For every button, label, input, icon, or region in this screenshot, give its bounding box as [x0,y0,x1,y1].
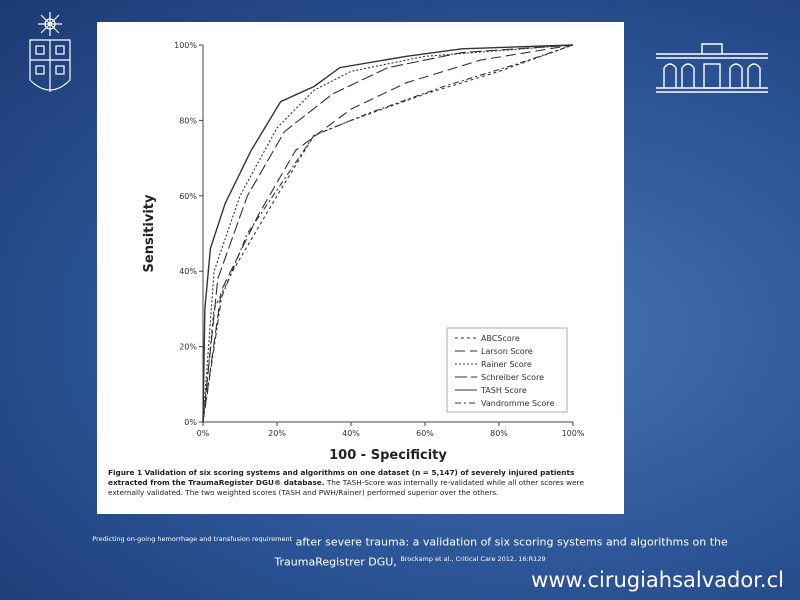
legend-label: Vandromme Score [481,399,554,408]
hospital-logo [656,43,768,93]
x-tick-label: 60% [416,429,434,438]
caption-bold: Figure 1 Validation of six scoring syste… [108,468,575,487]
y-axis-label: Sensitivity [142,194,157,272]
legend-label: Rainer Score [481,360,532,369]
citation-small: Brockamp et al., Critical Care 2012, 16:… [400,554,546,563]
caption-text: The TASH-Score was internally re-validat… [108,478,584,497]
y-tick-label: 40% [179,267,197,276]
legend-label: TASH Score [480,386,527,395]
y-tick-label: 80% [179,116,197,125]
university-logo [29,12,71,92]
figure-caption: Figure 1 Validation of six scoring syste… [108,468,613,498]
series-line [202,44,574,423]
x-tick-label: 0% [197,429,210,438]
citation-main: after severe trauma: a validation of six… [274,535,728,569]
x-tick-label: 40% [342,429,360,438]
series-line [202,44,574,423]
y-tick-label: 20% [179,343,197,352]
chart: 0% 20% 40% 60% 80% 100% 0% 20% 40% 60% 80% 100% 100 … [142,41,585,463]
series-line [202,44,574,423]
y-tick-label: 100% [174,41,197,50]
x-tick-label: 80% [490,429,508,438]
x-tick-label: 100% [562,429,585,438]
figure-panel: 0% 20% 40% 60% 80% 100% 0% 20% 40% 60% 80% 100% 100 … [97,22,624,514]
legend-label: ABCScore [481,334,520,343]
website: www.cirugiahsalvador.cl [531,568,784,592]
legend-box [446,327,568,413]
legend-label: Larson Score [481,347,533,356]
legend-label: Schreiber Score [481,373,544,382]
citation: Predicting on-going hemorrhage and trans… [60,531,760,570]
x-tick-label: 20% [268,429,286,438]
series-line [202,44,574,423]
citation-small: Predicting on-going hemorrhage and trans… [92,535,293,543]
x-axis-label: 100 - Specificity [329,448,447,463]
y-tick-label: 60% [179,192,197,201]
y-tick-label: 0% [184,418,197,427]
